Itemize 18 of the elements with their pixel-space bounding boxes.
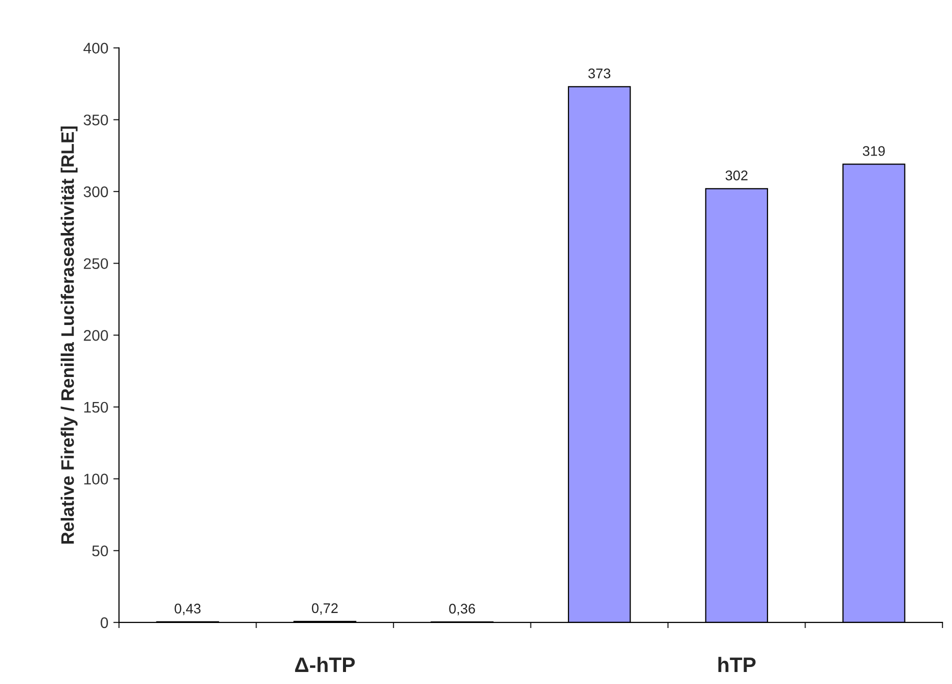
data-label: 302 [726,170,748,180]
text: Δ-hTP [295,656,355,672]
y-axis-title: Relative Firefly / Renilla Luciferaseaktivität [RLE] [60,126,78,544]
data-label: 0,43 [174,604,201,616]
data-label: 373 [588,68,610,78]
y-tick-label: 400 [83,42,108,54]
data-label: 319 [862,146,885,156]
data-label: 0,72 [312,603,338,615]
y-tick-label: 50 [92,545,108,556]
data-label: 0,36 [449,604,476,616]
y-tick-label: 250 [84,258,108,270]
y-tick-label: 200 [84,330,108,341]
y-tick-label: 300 [84,186,108,198]
text: hTP [718,656,756,672]
y-tick-label: 350 [84,114,108,126]
y-tick-label: 0 [100,617,108,628]
y-tick-label: 100 [84,474,108,484]
y-tick-label: 150 [84,402,108,413]
